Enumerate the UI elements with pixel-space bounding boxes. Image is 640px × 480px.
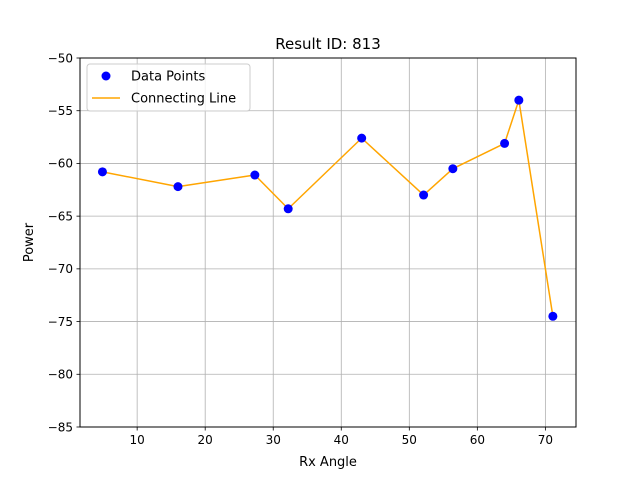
series-point-layer bbox=[97, 95, 558, 321]
x-tick-label: 50 bbox=[402, 433, 417, 447]
y-tick-label: −55 bbox=[48, 104, 73, 118]
x-tick-label: 70 bbox=[538, 433, 553, 447]
connecting-line-segment bbox=[102, 171, 179, 188]
data-point bbox=[357, 133, 367, 143]
x-tick-label: 30 bbox=[266, 433, 281, 447]
data-point bbox=[173, 182, 183, 192]
y-tick-label: −80 bbox=[48, 368, 73, 382]
connecting-line-segment bbox=[423, 168, 454, 196]
x-tick-label: 10 bbox=[130, 433, 145, 447]
legend: Data Points Connecting Line bbox=[86, 63, 251, 112]
connecting-line-segment bbox=[177, 174, 255, 188]
y-tick-label: −75 bbox=[48, 315, 73, 329]
connecting-line-segment bbox=[254, 174, 289, 210]
data-point bbox=[419, 190, 429, 200]
y-axis-label: Power bbox=[22, 222, 37, 262]
x-tick-label: 40 bbox=[334, 433, 349, 447]
connecting-line-segment bbox=[452, 142, 505, 170]
data-point bbox=[283, 204, 293, 214]
data-point bbox=[514, 95, 524, 105]
connecting-line-segment bbox=[361, 137, 425, 196]
connecting-line-segment bbox=[503, 99, 520, 144]
legend-label-data-points: Data Points bbox=[131, 70, 205, 85]
plot-frame bbox=[79, 57, 577, 428]
data-point bbox=[548, 311, 558, 321]
x-axis-label: Rx Angle bbox=[299, 455, 357, 470]
connecting-line-segment bbox=[518, 100, 554, 317]
y-tick-label: −60 bbox=[48, 157, 73, 171]
y-tick-label: −85 bbox=[48, 420, 73, 434]
legend-label-connecting-line: Connecting Line bbox=[131, 92, 236, 107]
legend-box bbox=[86, 63, 251, 112]
x-tick-label: 60 bbox=[470, 433, 485, 447]
connecting-line-segment bbox=[287, 137, 363, 210]
chart-title: Result ID: 813 bbox=[275, 35, 381, 53]
y-tick-label: −50 bbox=[48, 51, 73, 65]
data-point bbox=[97, 167, 107, 177]
data-point bbox=[250, 170, 260, 180]
y-tick-label: −70 bbox=[48, 262, 73, 276]
axis-ticks: 10 20 30 40 50 60 70 −85 −80 −75 −70 −65 −60 −55 −50 bbox=[48, 51, 553, 447]
data-point bbox=[500, 138, 510, 148]
series-line-layer bbox=[102, 99, 554, 317]
legend-marker-data-points bbox=[101, 71, 111, 81]
y-tick-label: −65 bbox=[48, 209, 73, 223]
x-tick-label: 20 bbox=[198, 433, 213, 447]
data-point bbox=[448, 164, 458, 174]
